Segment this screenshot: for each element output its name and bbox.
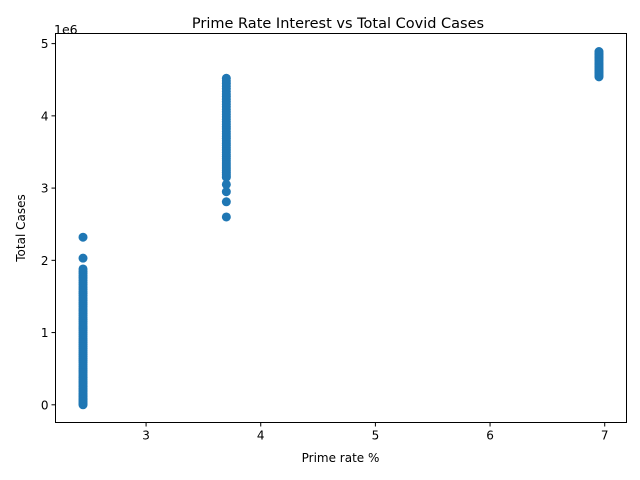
y-tick-label: 4 xyxy=(41,109,49,123)
data-point xyxy=(78,264,88,274)
y-tick-label: 5 xyxy=(41,37,49,51)
x-tick-label: 3 xyxy=(142,429,150,443)
data-point xyxy=(221,73,231,83)
x-tick-label: 5 xyxy=(372,429,380,443)
chart-title: Prime Rate Interest vs Total Covid Cases xyxy=(192,16,484,32)
data-point xyxy=(221,197,231,207)
x-tick-label: 6 xyxy=(486,429,494,443)
x-axis-label: Prime rate % xyxy=(302,451,380,465)
y-tick-label: 1 xyxy=(41,326,49,340)
y-tick-label: 3 xyxy=(41,182,49,196)
scatter-points xyxy=(78,47,604,410)
data-point xyxy=(221,212,231,222)
y-axis-ticks: 0 1 2 3 4 5 xyxy=(41,37,56,412)
y-tick-label: 2 xyxy=(41,254,49,268)
data-point xyxy=(221,179,231,189)
plot-frame xyxy=(55,33,627,423)
data-point xyxy=(594,47,604,57)
data-point xyxy=(78,232,88,242)
y-tick-label: 0 xyxy=(41,398,49,412)
y-offset-label: 1e6 xyxy=(54,22,78,37)
data-point xyxy=(221,187,231,197)
data-point xyxy=(78,253,88,263)
y-axis-label: Total Cases xyxy=(14,194,28,262)
x-axis-ticks: 3 4 5 6 7 xyxy=(142,422,609,443)
x-tick-label: 7 xyxy=(601,429,609,443)
x-tick-label: 4 xyxy=(257,429,265,443)
